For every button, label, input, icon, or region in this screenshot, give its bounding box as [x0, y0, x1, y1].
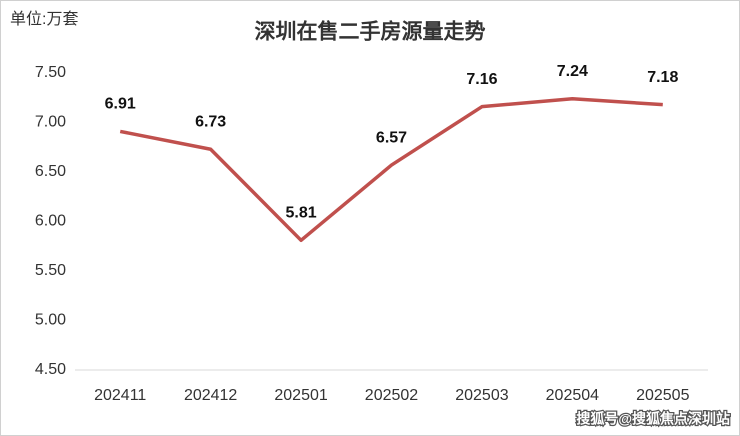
x-tick-label: 202505	[636, 387, 689, 404]
x-tick-label: 202502	[365, 387, 418, 404]
x-tick-label: 202411	[94, 387, 146, 404]
y-tick-label: 7.50	[35, 64, 66, 81]
unit-label: 单位:万套	[10, 10, 78, 28]
x-tick-label: 202504	[546, 387, 599, 404]
y-tick-label: 6.50	[35, 163, 66, 180]
y-tick-label: 5.50	[35, 262, 66, 279]
x-tick-label: 202412	[184, 387, 237, 404]
y-tick-label: 7.00	[35, 114, 66, 131]
data-label: 6.91	[105, 96, 136, 113]
line	[119, 96, 663, 243]
data-label: 7.16	[466, 71, 497, 88]
chart-title: 深圳在售二手房源量走势	[255, 19, 486, 44]
data-label: 5.81	[286, 205, 317, 222]
data-label: 6.73	[195, 113, 226, 130]
data-label: 6.57	[376, 129, 407, 146]
y-tick-label: 5.00	[35, 312, 66, 329]
y-tick-label: 6.00	[35, 213, 66, 230]
data-label: 7.18	[647, 69, 678, 86]
watermark: 搜狐号@搜狐焦点深圳站	[576, 411, 730, 427]
x-tick-label: 202501	[274, 387, 327, 404]
data-label: 7.24	[557, 63, 588, 80]
x-tick-label: 202503	[455, 387, 508, 404]
y-tick-label: 4.50	[35, 361, 66, 378]
